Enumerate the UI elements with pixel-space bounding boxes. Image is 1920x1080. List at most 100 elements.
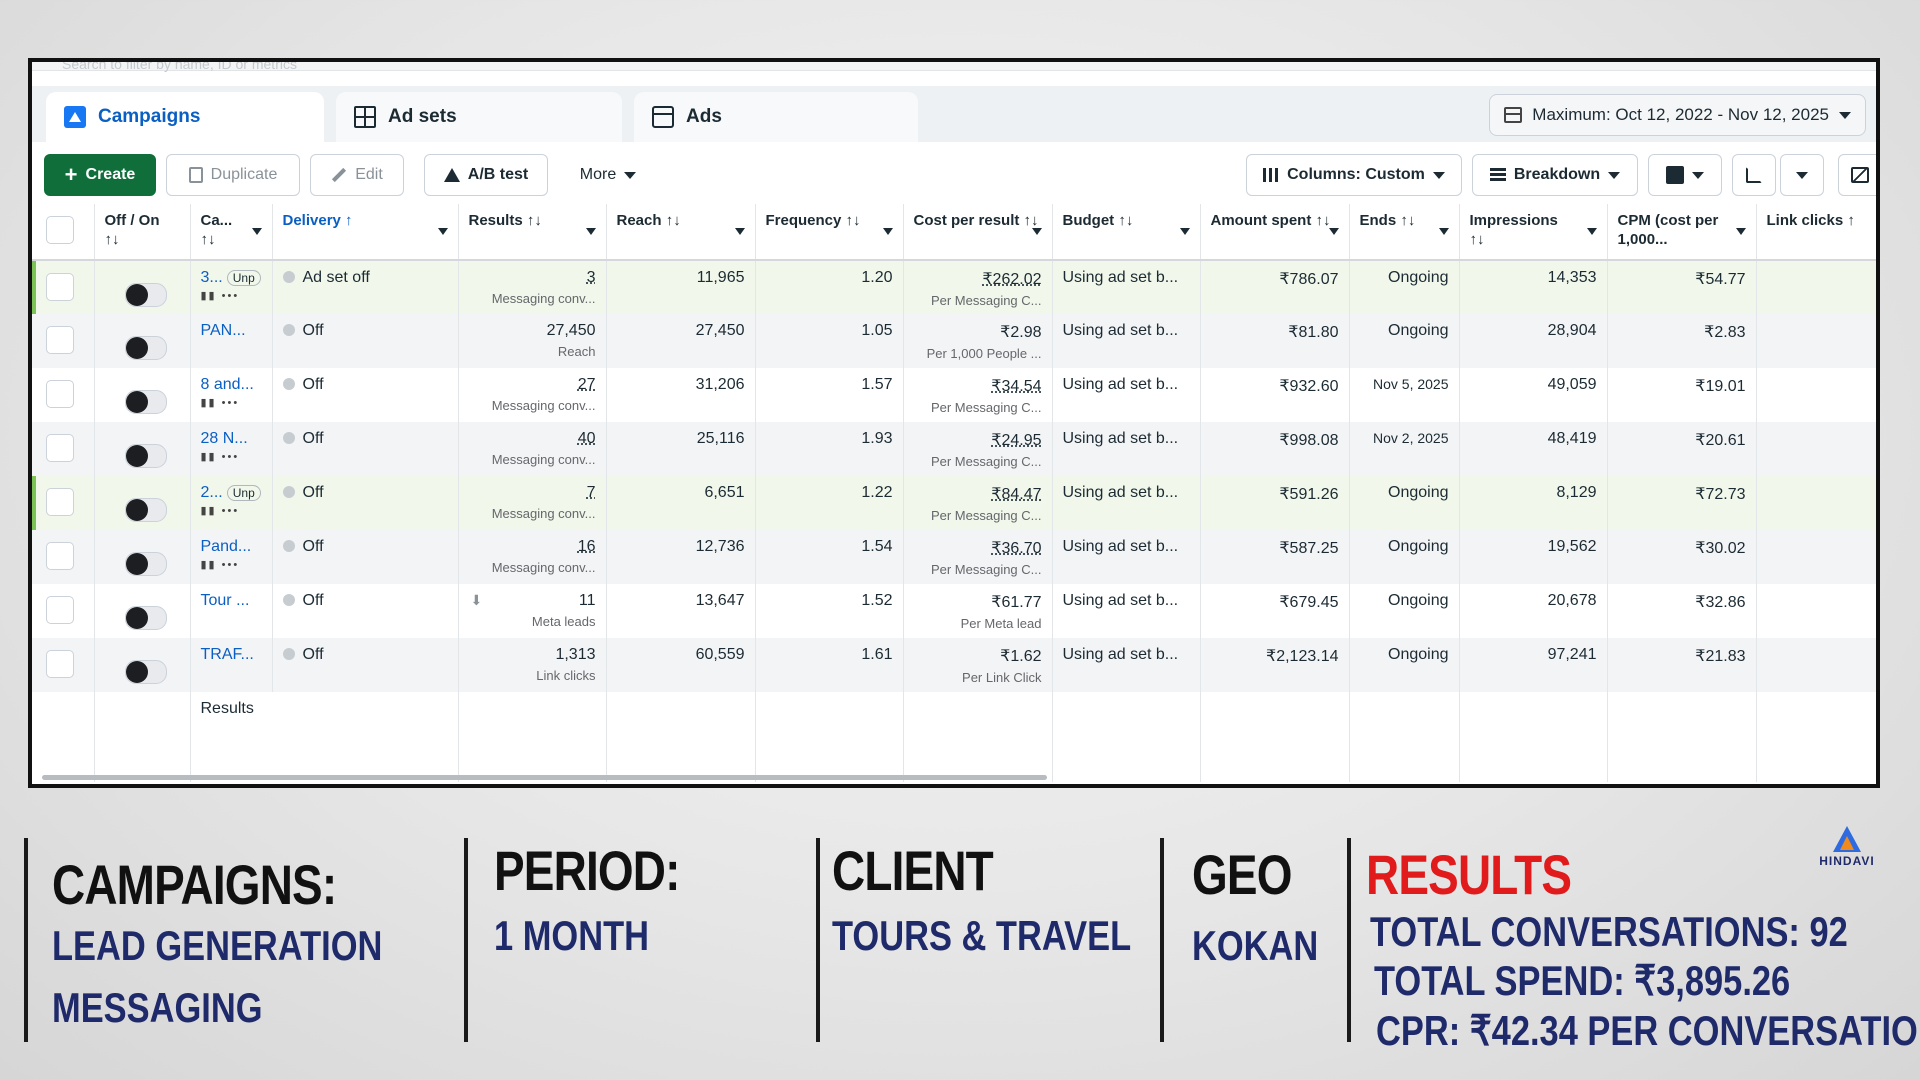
campaign-name-link[interactable]: Pand... [200,538,252,555]
tab-campaigns[interactable]: Campaigns [46,92,324,142]
row-actions[interactable]: ▮▮ ••• [200,397,240,409]
col-budget[interactable]: Budget ↑↓ [1052,204,1201,261]
table-row[interactable]: PAN... Off 27,450 Reach 27,450 1.05 ₹2.98… [32,314,1876,368]
col-delivery[interactable]: Delivery ↑ [272,204,459,261]
table-row[interactable]: 8 and... ▮▮ ••• Off 27 Messaging conv... 3… [32,368,1876,422]
reach-cell: 6,651 [606,476,756,530]
chevron-down-icon [251,228,262,235]
row-actions[interactable]: ▮▮ ••• [200,290,240,302]
col-cpm[interactable]: CPM (cost per 1,000... [1607,204,1757,261]
horizontal-scrollbar[interactable] [42,775,1047,780]
col-off-on[interactable]: Off / On ↑↓ [94,204,191,261]
delivery-cell: Off [272,422,459,476]
row-checkbox[interactable] [46,650,74,678]
campaign-name-link[interactable]: 3... [200,269,223,286]
delivery-cell: Off [272,584,459,638]
col-campaign[interactable]: Ca... ↑↓ [190,204,273,261]
row-checkbox[interactable] [46,542,74,570]
breakdown-button[interactable]: Breakdown [1472,154,1638,196]
create-label: Create [85,166,136,183]
table-row[interactable]: 2... Unp ▮▮ ••• Off 7 Messaging conv... 6,6… [32,476,1876,530]
link-clicks-cell [1756,368,1876,422]
campaign-name-link[interactable]: Tour ... [200,592,250,609]
campaign-name-link[interactable]: 28 N... [200,430,248,447]
table-row[interactable]: Pand... ▮▮ ••• Off 16 Messaging conv... 12… [32,530,1876,584]
col-reach-label: Reach [616,212,662,229]
campaign-toggle[interactable] [124,390,167,414]
campaign-name-link[interactable]: PAN... [200,322,246,339]
reach-cell: 25,116 [606,422,756,476]
export-button[interactable] [1732,154,1776,196]
chart-icon [1851,167,1869,183]
row-actions[interactable]: ▮▮ ••• [200,559,240,571]
reports-button[interactable] [1648,154,1722,196]
results-value: 11 [578,592,596,609]
summary-cell [1756,692,1876,782]
more-button[interactable]: More [558,154,658,196]
toolbar: + Create Duplicate Edit A/B test More Co… [32,150,1876,200]
campaign-name-link[interactable]: 2... [200,484,223,501]
ads-icon [652,106,674,128]
table-row[interactable]: 3... Unp ▮▮ ••• Ad set off 3 Messaging conv… [32,260,1876,314]
campaign-name-cell: 8 and... ▮▮ ••• [190,368,273,422]
table-row[interactable]: TRAF... Off 1,313 Link clicks 60,559 1.61… [32,638,1876,692]
select-all-checkbox[interactable] [46,216,74,244]
row-actions[interactable]: ▮▮ ••• [200,451,240,463]
table-row[interactable]: Tour ... Off ⬇ 11 Meta leads 13,647 1.52 ₹… [32,584,1876,638]
col-reach[interactable]: Reach ↑↓ [606,204,756,261]
col-impressions[interactable]: Impressions ↑↓ [1459,204,1608,261]
delivery-status: Off [302,430,324,447]
row-select-cell [32,260,95,314]
col-amount-spent[interactable]: Amount spent ↑↓ [1200,204,1350,261]
campaign-toggle[interactable] [124,336,167,360]
edit-button[interactable]: Edit [310,154,404,196]
impressions-cell: 48,419 [1459,422,1608,476]
charts-button[interactable] [1838,154,1876,196]
delivery-cell: Off [272,368,459,422]
col-ends[interactable]: Ends ↑↓ [1349,204,1460,261]
row-select-cell [32,314,95,368]
table-row[interactable]: 28 N... ▮▮ ••• Off 40 Messaging conv... 25… [32,422,1876,476]
campaign-name-cell: Tour ... [190,584,273,638]
search-input-hint[interactable]: Search to filter by name, ID or metrics [62,58,297,72]
row-checkbox[interactable] [46,596,74,624]
impressions-cell: 14,353 [1459,260,1608,314]
row-actions[interactable]: ▮▮ ••• [200,505,240,517]
campaign-toggle[interactable] [124,444,167,468]
row-checkbox[interactable] [46,380,74,408]
cpm-cell: ₹30.02 [1607,530,1757,584]
results-type: Messaging conv... [491,398,596,413]
campaign-name-link[interactable]: TRAF... [200,646,254,663]
col-cost-per-result[interactable]: Cost per result ↑↓ [903,204,1053,261]
row-checkbox[interactable] [46,273,74,301]
campaign-toggle[interactable] [124,660,167,684]
results-cell: 7 Messaging conv... [458,476,607,530]
impressions-cell: 19,562 [1459,530,1608,584]
columns-button[interactable]: Columns: Custom [1246,154,1462,196]
results-type: Reach [557,344,596,359]
col-frequency[interactable]: Frequency ↑↓ [755,204,904,261]
row-checkbox[interactable] [46,326,74,354]
campaign-toggle[interactable] [124,606,167,630]
tab-ad-sets[interactable]: Ad sets [336,92,622,142]
row-checkbox[interactable] [46,434,74,462]
date-range-picker[interactable]: Maximum: Oct 12, 2022 - Nov 12, 2025 [1489,94,1866,136]
ab-test-button[interactable]: A/B test [424,154,548,196]
campaign-toggle[interactable] [124,498,167,522]
col-cpm-label: CPM (cost per 1,000... [1617,212,1719,248]
row-checkbox[interactable] [46,488,74,516]
amount-spent-cell: ₹2,123.14 [1200,638,1350,692]
col-results[interactable]: Results ↑↓ [458,204,607,261]
campaign-name-link[interactable]: 8 and... [200,376,254,393]
tab-ads[interactable]: Ads [634,92,918,142]
amount-spent-cell: ₹81.80 [1200,314,1350,368]
col-campaign-label: Ca... [200,212,233,229]
budget-cell: Using ad set b... [1052,584,1201,638]
campaign-toggle[interactable] [124,283,167,307]
campaign-toggle[interactable] [124,552,167,576]
export-menu-button[interactable] [1780,154,1824,196]
create-button[interactable]: + Create [44,154,156,196]
col-link-clicks[interactable]: Link clicks ↑ [1756,204,1876,261]
results-type: Messaging conv... [491,560,596,575]
duplicate-button[interactable]: Duplicate [166,154,300,196]
